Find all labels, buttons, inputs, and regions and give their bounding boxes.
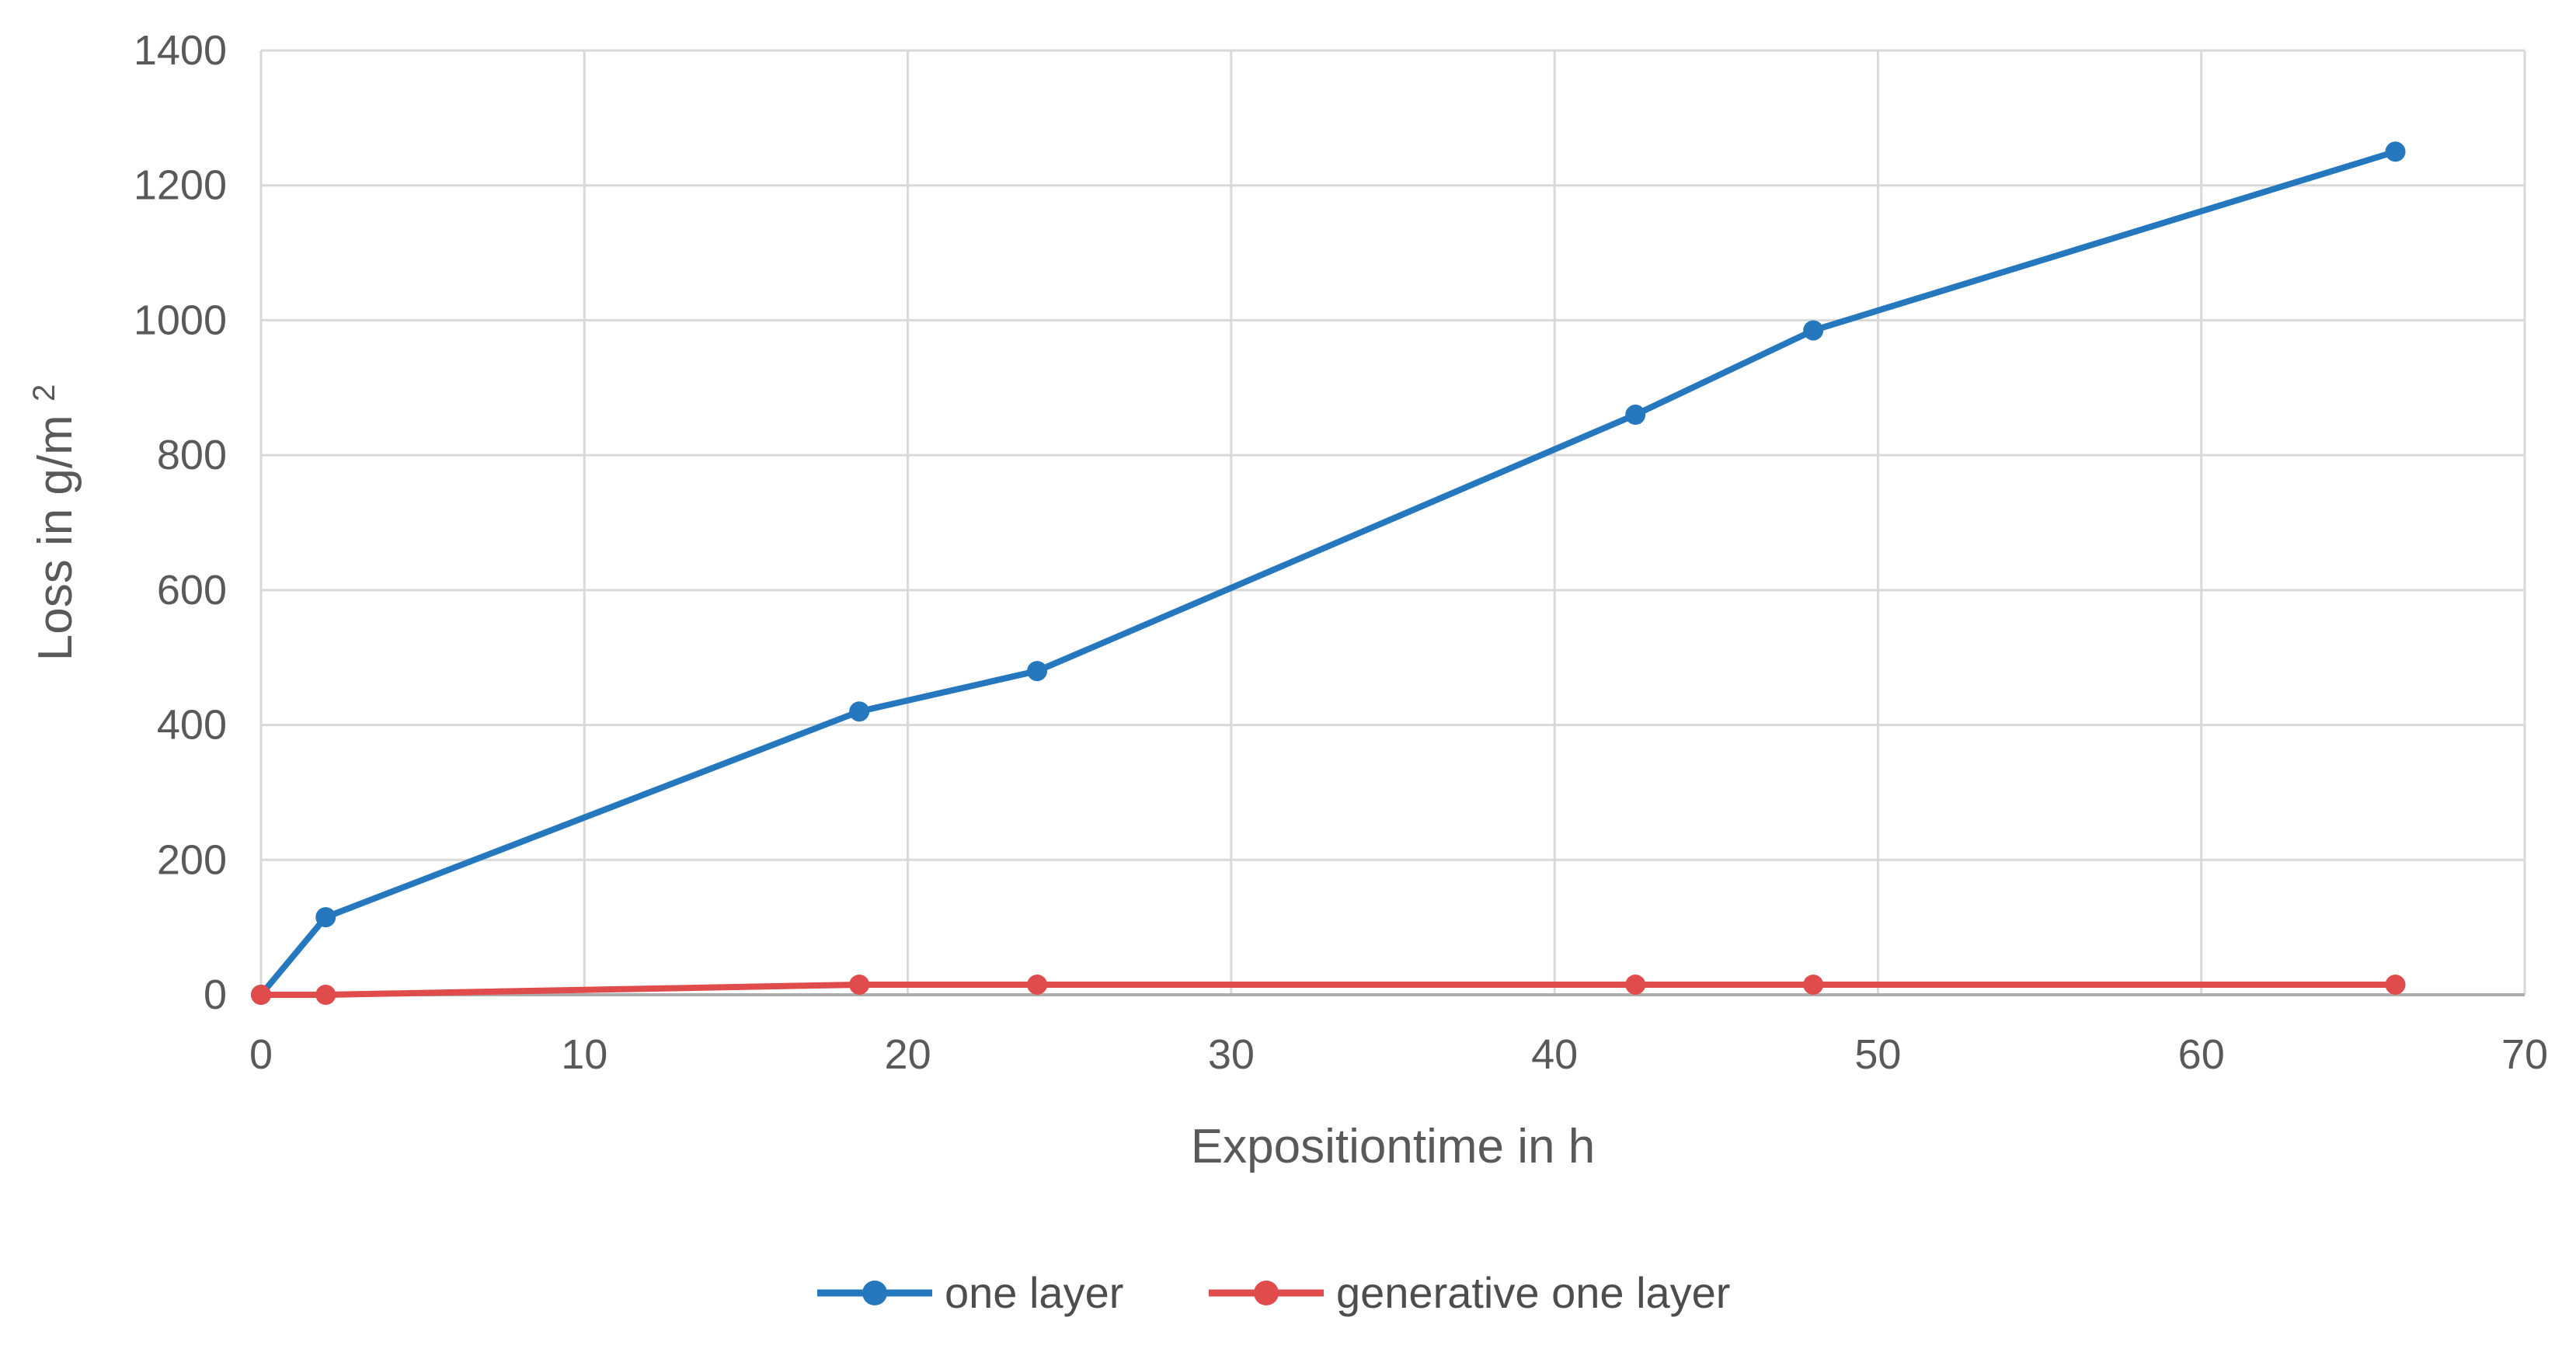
x-tick-label-60: 60 — [2178, 1031, 2225, 1078]
data-point-generative-one-layer-5 — [1803, 974, 1824, 995]
y-tick-label-1200: 1200 — [134, 162, 227, 209]
data-point-generative-one-layer-2 — [849, 974, 870, 995]
x-tick-label-50: 50 — [1854, 1031, 1901, 1078]
legend-label-one-layer: one layer — [945, 1268, 1123, 1317]
y-tick-label-400: 400 — [157, 702, 227, 749]
y-tick-label-800: 800 — [157, 432, 227, 478]
data-point-one-layer-6 — [2385, 141, 2406, 162]
data-point-generative-one-layer-3 — [1027, 974, 1048, 995]
data-point-one-layer-4 — [1625, 405, 1646, 426]
x-tick-label-0: 0 — [249, 1031, 273, 1078]
x-tick-label-30: 30 — [1208, 1031, 1255, 1078]
legend-item-one-layer: one layer — [817, 1268, 1123, 1317]
x-axis-title: Expositiontime in h — [1191, 1120, 1595, 1173]
y-tick-label-0: 0 — [204, 971, 227, 1018]
legend-label-generative-one-layer: generative one layer — [1336, 1268, 1730, 1317]
y-tick-label-200: 200 — [157, 836, 227, 883]
x-tick-label-70: 70 — [2501, 1031, 2548, 1078]
legend: one layer generative one layer — [817, 1268, 1730, 1317]
y-tick-label-1400: 1400 — [134, 27, 227, 74]
data-point-one-layer-1 — [315, 907, 336, 928]
horizontal-gridlines — [261, 49, 2525, 996]
series-generative-one-layer — [251, 974, 2406, 1005]
data-point-generative-one-layer-1 — [315, 985, 336, 1005]
data-series — [251, 141, 2406, 1005]
data-point-generative-one-layer-6 — [2385, 974, 2406, 995]
data-point-generative-one-layer-4 — [1625, 974, 1646, 995]
data-point-one-layer-2 — [849, 701, 870, 722]
y-axis-title-text: Loss in g/m — [29, 415, 82, 661]
legend-marker-blue — [862, 1281, 887, 1305]
data-point-one-layer-5 — [1803, 320, 1824, 341]
x-tick-label-10: 10 — [561, 1031, 607, 1078]
legend-item-generative-one-layer: generative one layer — [1209, 1268, 1730, 1317]
y-tick-label-600: 600 — [157, 567, 227, 613]
y-axis-title: Loss in g/m 2 — [27, 384, 82, 662]
y-axis-title-superscript: 2 — [27, 384, 61, 401]
x-tick-label-20: 20 — [885, 1031, 931, 1078]
data-point-one-layer-3 — [1027, 661, 1048, 682]
vertical-gridlines — [259, 50, 2526, 995]
x-tick-label-40: 40 — [1531, 1031, 1578, 1078]
y-axis-tick-labels: 0 200 400 600 800 1000 1200 1400 — [134, 27, 227, 1018]
x-axis-tick-labels: 0 10 20 30 40 50 60 70 — [249, 1031, 2548, 1078]
legend-marker-red — [1254, 1281, 1279, 1305]
data-point-generative-one-layer-0 — [251, 985, 271, 1005]
y-tick-label-1000: 1000 — [134, 297, 227, 343]
